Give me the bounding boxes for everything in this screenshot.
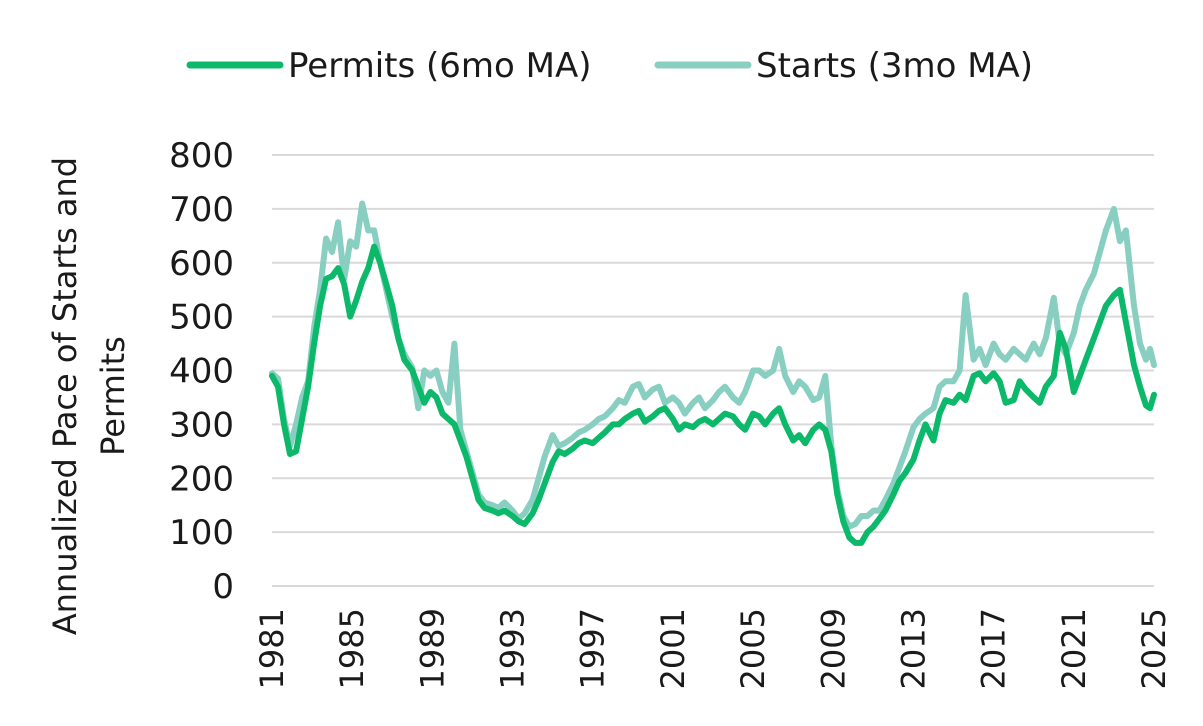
x-tick-label: 1993 — [494, 608, 532, 689]
x-tick-label: 2025 — [1135, 608, 1173, 689]
x-tick-label: 1997 — [574, 608, 612, 689]
x-tick-label: 1989 — [413, 608, 451, 689]
y-tick-label: 100 — [169, 513, 234, 553]
x-axis-ticks: 1981 1985 1989 1993 1997 2001 2005 2009 2013 2017… — [253, 608, 1173, 689]
y-tick-label: 300 — [169, 405, 234, 445]
legend: Permits (6mo MA) Starts (3mo MA) — [186, 46, 1033, 86]
y-axis-ticks: 0 100 200 300 400 500 600 700 800 — [169, 136, 234, 607]
y-tick-label: 0 — [212, 567, 234, 607]
x-tick-label: 2017 — [975, 608, 1013, 689]
y-tick-label: 600 — [169, 244, 234, 284]
x-tick-label: 2001 — [654, 608, 692, 689]
series-line-permits — [269, 243, 1157, 546]
x-tick-label: 2013 — [894, 608, 932, 689]
series-lines — [269, 200, 1157, 546]
y-tick-label: 800 — [169, 136, 234, 176]
gridlines — [272, 154, 1154, 587]
x-tick-label: 2009 — [814, 608, 852, 689]
legend-label-permits: Permits (6mo MA) — [288, 46, 592, 86]
y-tick-label: 500 — [169, 298, 234, 338]
x-tick-label: 2021 — [1055, 608, 1093, 689]
y-tick-label: 200 — [169, 459, 234, 499]
x-tick-label: 1985 — [333, 608, 371, 689]
x-tick-label: 2005 — [734, 608, 772, 689]
legend-label-starts: Starts (3mo MA) — [756, 46, 1033, 86]
y-axis-label-line-2: Permits — [94, 336, 132, 456]
y-tick-label: 400 — [169, 352, 234, 392]
y-axis-label-line-1: Annualized Pace of Starts and — [46, 157, 84, 635]
x-tick-label: 1981 — [253, 608, 291, 689]
y-tick-label: 700 — [169, 190, 234, 230]
